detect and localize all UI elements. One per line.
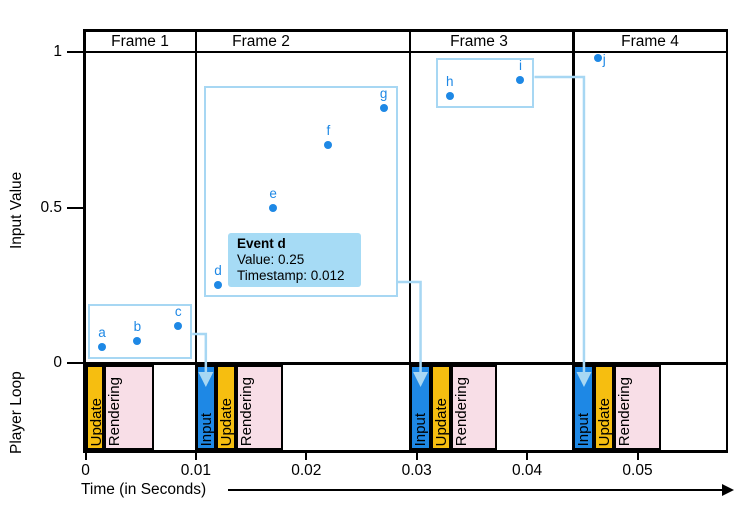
x-tick [526,452,529,460]
event-point-label-h: h [446,73,454,89]
event-dispatch-arrow [192,332,208,373]
x-tick-label: 0 [81,462,90,479]
x-tick [305,452,308,460]
event-point-label-f: f [326,123,331,139]
y-tick-label: 0.5 [40,198,62,216]
frame-boundary-line [572,29,575,453]
x-tick-label: 0.03 [401,462,432,479]
player-loop-segment-rendering: Rendering [235,365,284,450]
tooltip-timestamp-line: Timestamp: 0.012 [236,268,345,284]
y-tick-label: 1 [53,43,62,60]
frame-boundary-line [408,29,412,453]
tooltip-title: Event d [236,236,286,252]
event-point-a[interactable] [98,343,107,352]
time-axis-arrowhead-icon [722,484,734,496]
plot-border-top [83,29,729,32]
player-loop-segment-rendering: Rendering [104,365,154,450]
frame-label-3: Frame 3 [450,33,508,50]
frame-boundary-line [194,29,198,453]
player-loop-segment-update: Update [215,365,236,450]
frame-label-1: Frame 1 [111,33,169,50]
plot-border-right [725,29,729,453]
x-axis-label: Time (in Seconds) [81,481,207,498]
event-point-label-e: e [269,185,277,201]
event-point-f[interactable] [324,141,333,150]
player-loop-segment-update: Update [85,365,105,450]
event-point-label-a: a [98,325,106,341]
event-group-box [88,303,193,360]
event-point-label-d: d [214,263,222,279]
plot-border-left [83,29,86,453]
y-tick [67,51,85,53]
frame-label-2: Frame 2 [232,33,290,50]
event-dispatch-arrow [534,75,586,373]
player-loop-segment-rendering: Rendering [450,365,498,450]
plot-border-bottom [83,450,729,453]
frame-header-divider [83,51,729,53]
frame-label-4: Frame 4 [621,33,679,50]
y-tick [67,362,85,364]
tooltip-value-line: Value: 0.25 [236,252,305,268]
event-point-label-i: i [518,57,522,73]
arrowhead-icon [198,372,214,387]
event-point-label-j: j [602,52,606,68]
player-loop-segment-rendering: Rendering [614,365,661,450]
event-point-h[interactable] [445,91,454,100]
event-point-d[interactable] [213,281,222,290]
x-tick [84,452,87,460]
event-point-c[interactable] [174,321,183,330]
event-point-j[interactable] [593,54,602,63]
event-group-box [203,85,398,298]
y-tick-label: 0 [53,354,62,371]
x-tick-label: 0.02 [291,462,322,479]
event-point-label-c: c [174,303,182,319]
event-dispatch-arrow [397,280,422,373]
event-point-e[interactable] [269,203,278,212]
arrowhead-icon [576,372,592,387]
x-tick [636,452,639,460]
event-point-b[interactable] [133,337,142,346]
x-tick [415,452,418,460]
event-point-label-b: b [133,319,142,335]
x-tick [194,452,197,460]
player-loop-segment-update: Update [594,365,615,450]
x-tick-label: 0.01 [180,462,211,479]
event-point-label-g: g [379,85,388,101]
player-loop-segment-update: Update [431,365,451,450]
event-group-box [435,57,535,108]
event-point-i[interactable] [516,75,525,84]
value-zero-baseline [83,361,729,365]
event-point-g[interactable] [379,103,388,112]
x-tick-label: 0.05 [622,462,653,479]
x-tick-label: 0.04 [512,462,543,479]
arrowhead-icon [413,372,429,387]
event-tooltip: Event d Value: 0.25 Timestamp: 0.012 [227,233,361,288]
y-tick [67,206,85,209]
